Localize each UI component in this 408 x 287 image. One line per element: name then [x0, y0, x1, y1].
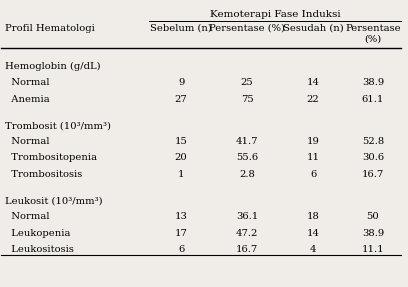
Text: 20: 20: [175, 154, 188, 162]
Text: 1: 1: [178, 170, 184, 179]
Text: 11.1: 11.1: [361, 245, 384, 254]
Text: 22: 22: [307, 95, 319, 104]
Text: 6: 6: [310, 170, 316, 179]
Text: 25: 25: [241, 78, 253, 87]
Text: 41.7: 41.7: [236, 137, 258, 146]
Text: 50: 50: [367, 212, 379, 221]
Text: 16.7: 16.7: [236, 245, 258, 254]
Text: 19: 19: [306, 137, 319, 146]
Text: Sesudah (n): Sesudah (n): [283, 24, 344, 33]
Text: 47.2: 47.2: [236, 229, 258, 238]
Text: Sebelum (n): Sebelum (n): [150, 24, 212, 33]
Text: Normal: Normal: [5, 78, 50, 87]
Text: 14: 14: [306, 229, 319, 238]
Text: 61.1: 61.1: [362, 95, 384, 104]
Text: 18: 18: [306, 212, 319, 221]
Text: 30.6: 30.6: [362, 154, 384, 162]
Text: 2.8: 2.8: [239, 170, 255, 179]
Text: Kemoterapi Fase Induksi: Kemoterapi Fase Induksi: [210, 10, 340, 19]
Text: Trombositopenia: Trombositopenia: [5, 154, 98, 162]
Text: 55.6: 55.6: [236, 154, 258, 162]
Text: 15: 15: [175, 137, 188, 146]
Text: Trombositosis: Trombositosis: [5, 170, 83, 179]
Text: Leukosit (10³/mm³): Leukosit (10³/mm³): [5, 196, 103, 205]
Text: 14: 14: [306, 78, 319, 87]
Text: Normal: Normal: [5, 137, 50, 146]
Text: 13: 13: [175, 212, 188, 221]
Text: Persentase (%): Persentase (%): [209, 24, 285, 33]
Text: Anemia: Anemia: [5, 95, 50, 104]
Text: Normal: Normal: [5, 212, 50, 221]
Text: 75: 75: [241, 95, 253, 104]
Text: 6: 6: [178, 245, 184, 254]
Text: 9: 9: [178, 78, 184, 87]
Text: Profil Hematologi: Profil Hematologi: [5, 24, 95, 33]
Text: 38.9: 38.9: [362, 78, 384, 87]
Text: Trombosit (10³/mm³): Trombosit (10³/mm³): [5, 121, 111, 130]
Text: Hemoglobin (g/dL): Hemoglobin (g/dL): [5, 62, 101, 71]
Text: 52.8: 52.8: [362, 137, 384, 146]
Text: Leukositosis: Leukositosis: [5, 245, 74, 254]
Text: 16.7: 16.7: [362, 170, 384, 179]
Text: 38.9: 38.9: [362, 229, 384, 238]
Text: Persentase
(%): Persentase (%): [345, 24, 401, 43]
Text: 17: 17: [175, 229, 188, 238]
Text: Leukopenia: Leukopenia: [5, 229, 71, 238]
Text: 11: 11: [306, 154, 319, 162]
Text: 4: 4: [310, 245, 316, 254]
Text: 36.1: 36.1: [236, 212, 258, 221]
Text: 27: 27: [175, 95, 188, 104]
